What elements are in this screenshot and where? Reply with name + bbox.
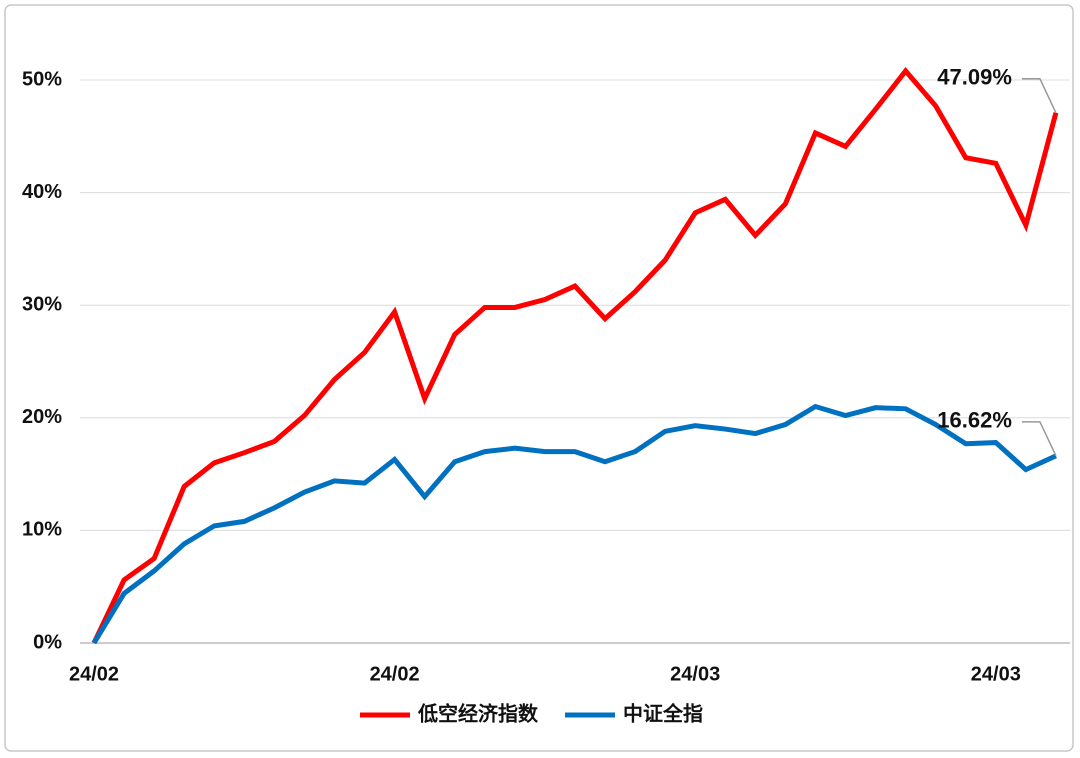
value-label: 16.62% <box>937 408 1012 433</box>
legend-label: 中证全指 <box>623 701 703 725</box>
legend-label: 低空经济指数 <box>417 701 539 725</box>
x-tick-label: 24/03 <box>670 663 720 685</box>
series-line <box>91 403 1057 645</box>
leader-line <box>1021 421 1057 457</box>
y-tick-label: 30% <box>22 293 62 315</box>
y-tick-label: 0% <box>33 631 62 653</box>
x-tick-label: 24/02 <box>69 663 119 685</box>
series-line <box>91 67 1059 645</box>
value-label: 47.09% <box>937 65 1012 90</box>
y-tick-label: 50% <box>22 68 62 90</box>
frame <box>4 4 1074 752</box>
y-tick-label: 10% <box>22 519 62 541</box>
y-tick-label: 20% <box>22 406 62 428</box>
x-tick-label: 24/03 <box>971 663 1021 685</box>
y-tick-label: 40% <box>22 181 62 203</box>
leader-line <box>1021 78 1057 114</box>
x-tick-label: 24/02 <box>370 663 420 685</box>
